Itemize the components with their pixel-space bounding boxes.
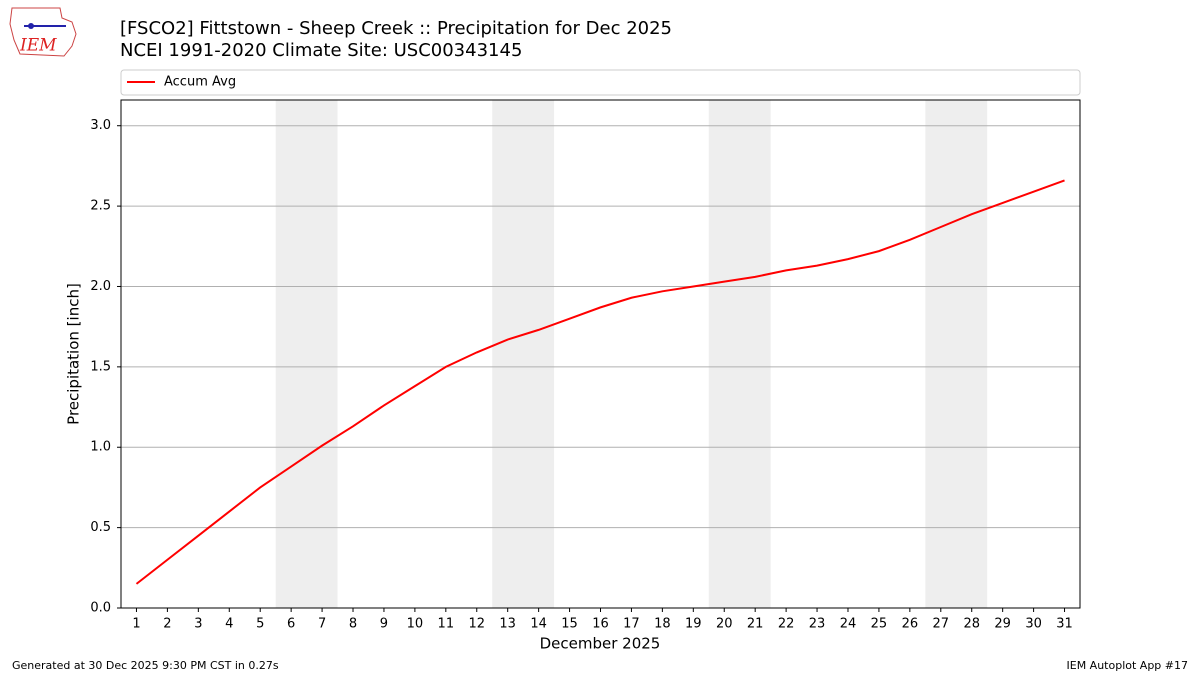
x-tick-label: 14 [530,617,547,632]
x-tick-label: 3 [194,617,202,632]
x-tick-label: 18 [654,617,671,632]
weekend-shade [492,100,555,608]
y-tick-label: 0.0 [90,601,111,616]
weekend-shade [925,100,988,608]
x-tick-label: 5 [256,617,264,632]
x-tick-label: 11 [438,617,455,632]
data-line [135,179,1065,585]
x-tick-label: 25 [871,617,888,632]
x-tick-label: 19 [685,617,702,632]
weekend-shade [708,100,771,608]
x-tick-label: 16 [592,617,609,632]
x-tick-label: 17 [623,617,640,632]
x-tick-label: 20 [716,617,733,632]
x-tick-label: 22 [778,617,795,632]
legend-label: Accum Avg [164,75,236,90]
y-tick-label: 3.0 [90,118,111,133]
x-tick-label: 31 [1056,617,1073,632]
logo-dot [28,23,34,29]
x-tick-label: 21 [747,617,764,632]
y-tick-label: 0.5 [90,520,111,535]
x-tick-label: 7 [318,617,326,632]
y-axis-label: Precipitation [inch] [65,283,83,425]
x-tick-label: 12 [468,617,485,632]
footer-left: Generated at 30 Dec 2025 9:30 PM CST in … [12,659,279,672]
logo-text: IEM [19,36,57,56]
x-tick-label: 26 [902,617,919,632]
logo: IEM [9,7,77,57]
y-tick-label: 2.0 [90,279,111,294]
logo-outline [9,7,77,57]
x-tick-label: 15 [561,617,578,632]
x-tick-label: 6 [287,617,295,632]
x-tick-label: 4 [225,617,233,632]
footer-right: IEM Autoplot App #17 [1067,659,1189,672]
x-tick-label: 1 [132,617,140,632]
weekend-shade [275,100,338,608]
x-tick-label: 9 [380,617,388,632]
y-tick-label: 1.0 [90,440,111,455]
x-tick-label: 30 [1025,617,1042,632]
x-tick-label: 10 [407,617,424,632]
x-tick-label: 8 [349,617,357,632]
y-tick-label: 1.5 [90,359,111,374]
y-tick-label: 2.5 [90,199,111,214]
x-tick-label: 29 [994,617,1011,632]
plot-frame [120,99,1081,609]
chart-subtitle: NCEI 1991-2020 Climate Site: USC00343145 [120,40,522,61]
x-tick-label: 24 [840,617,857,632]
x-tick-label: 27 [933,617,950,632]
chart-title: [FSCO2] Fittstown - Sheep Creek :: Preci… [120,18,672,39]
legend-box [120,69,1081,96]
x-tick-label: 13 [499,617,516,632]
x-tick-label: 23 [809,617,826,632]
x-axis-label: December 2025 [540,635,661,653]
x-tick-label: 2 [163,617,171,632]
x-tick-label: 28 [963,617,980,632]
